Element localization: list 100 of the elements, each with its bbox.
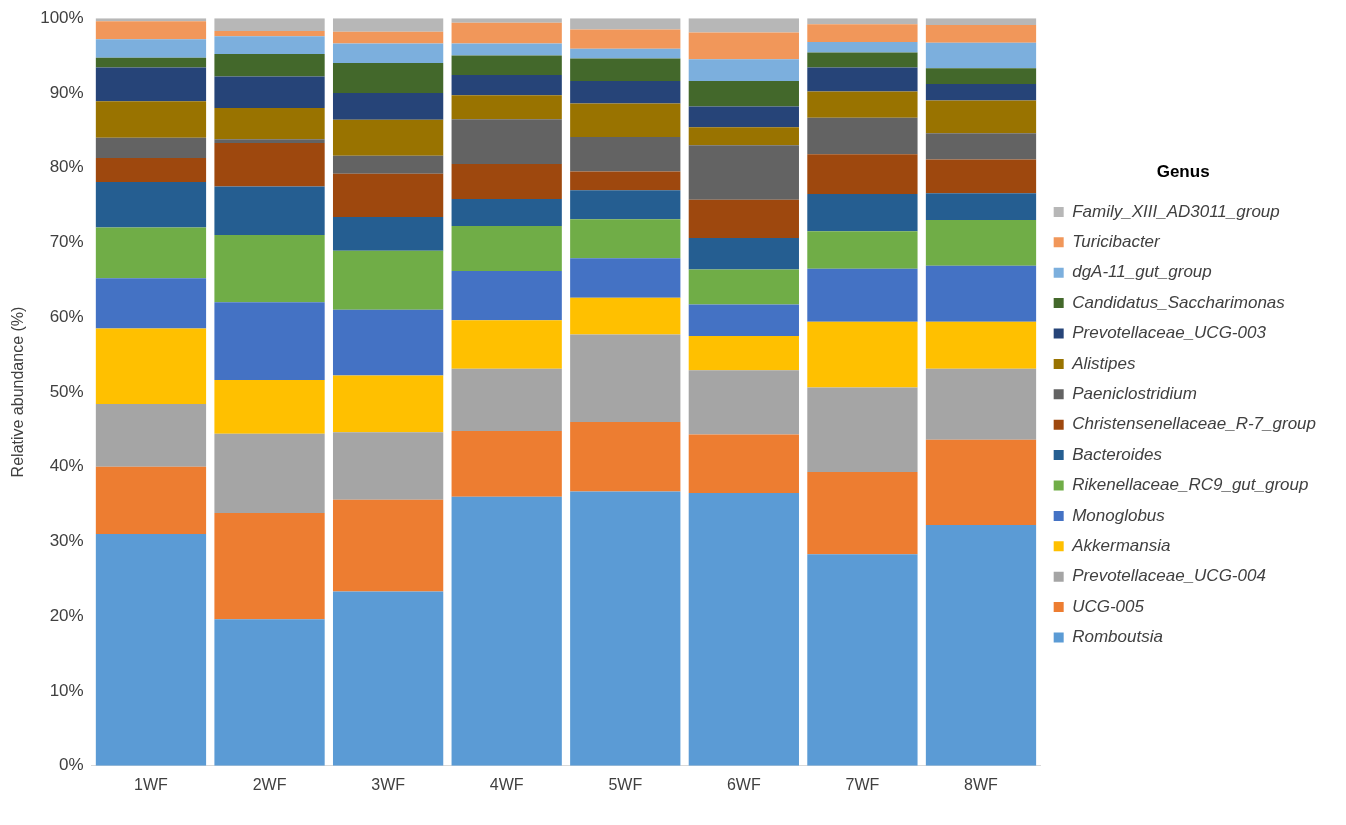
bar [332,309,444,376]
bar [688,106,799,128]
y-tick-label: 70% [49,232,84,252]
bar [95,67,207,102]
bar [332,217,444,251]
bar [214,380,325,434]
y-tick-label: 0% [59,755,84,775]
bar [451,55,562,76]
bar [570,190,681,220]
bar [214,18,325,31]
bar [688,434,799,493]
bar [570,29,681,49]
bar [214,186,325,235]
legend-label: Prevotellaceae_UCG-003 [1072,323,1267,343]
bar [214,143,325,187]
bar [214,619,325,766]
bar [451,320,562,369]
x-tick-label: 6WF [726,775,761,793]
bar [925,83,1037,101]
x-tick-label: 2WF [252,775,287,793]
bar [570,219,681,259]
bar [95,227,207,279]
bar [570,421,681,492]
bar [451,163,562,200]
bar [332,18,444,32]
bar [214,76,325,108]
bar [214,513,325,620]
y-tick-label: 20% [49,605,84,625]
bar [332,499,444,592]
bar [925,439,1037,526]
bar [807,471,918,555]
legend-label: Bacteroides [1072,444,1163,464]
bar [214,139,325,144]
bar [688,127,799,146]
bar [925,193,1037,221]
x-tick-label: 5WF [608,775,643,793]
bar [95,534,207,766]
bar [451,226,562,271]
bar [925,42,1037,69]
bar [925,321,1037,369]
bar [688,81,799,107]
legend-label: Monoglobus [1072,505,1166,525]
bar [807,117,918,155]
x-tick-label: 1WF [134,775,169,793]
legend-label: dgA-11_gut_group [1072,262,1212,282]
bar [95,39,207,58]
bar [95,403,207,467]
bar [688,199,799,238]
bar [807,387,918,472]
y-tick-label: 80% [49,157,84,177]
bar [807,231,918,269]
legend-label: Akkermansia [1071,536,1171,556]
bar [214,107,325,140]
bar [570,491,681,766]
x-tick-label: 3WF [371,775,406,793]
bar [925,133,1037,160]
bar [214,30,325,37]
bar [332,173,444,218]
y-tick-label: 40% [49,456,84,476]
bar [451,496,562,766]
bar [332,43,444,64]
bar [688,237,799,270]
y-tick-label: 10% [49,680,84,700]
bar [95,181,207,228]
y-tick-label: 90% [49,82,84,102]
bar [95,466,207,535]
bar [925,220,1037,266]
legend-label: Paeniclostridium [1072,384,1197,404]
legend-label: Christensenellaceae_R-7_group [1072,414,1317,434]
y-tick-label: 50% [49,381,84,401]
bar [688,304,799,336]
bar [688,59,799,81]
bar [95,137,207,158]
y-tick-label: 100% [40,7,84,27]
y-tick-label: 60% [49,306,84,326]
bar [688,269,799,305]
bar [807,154,918,194]
bar [688,492,799,766]
bar [451,75,562,96]
bar [95,278,207,329]
bar [688,145,799,200]
bar [925,159,1037,194]
bar [807,52,918,68]
bar [332,119,444,156]
bar [925,265,1037,322]
legend-title: Genus [1156,161,1210,181]
legend-label: Family_XIII_AD3011_group [1072,201,1280,221]
bar [451,22,562,44]
bar [570,297,681,335]
bar [925,68,1037,84]
bar [570,48,681,59]
bar [451,43,562,56]
bar [332,375,444,433]
bar [95,328,207,404]
bar [925,24,1037,43]
bar [807,554,918,766]
bar [688,18,799,33]
legend-label: Romboutsia [1072,627,1163,647]
bar [925,525,1037,766]
legend-label: UCG-005 [1072,596,1145,616]
